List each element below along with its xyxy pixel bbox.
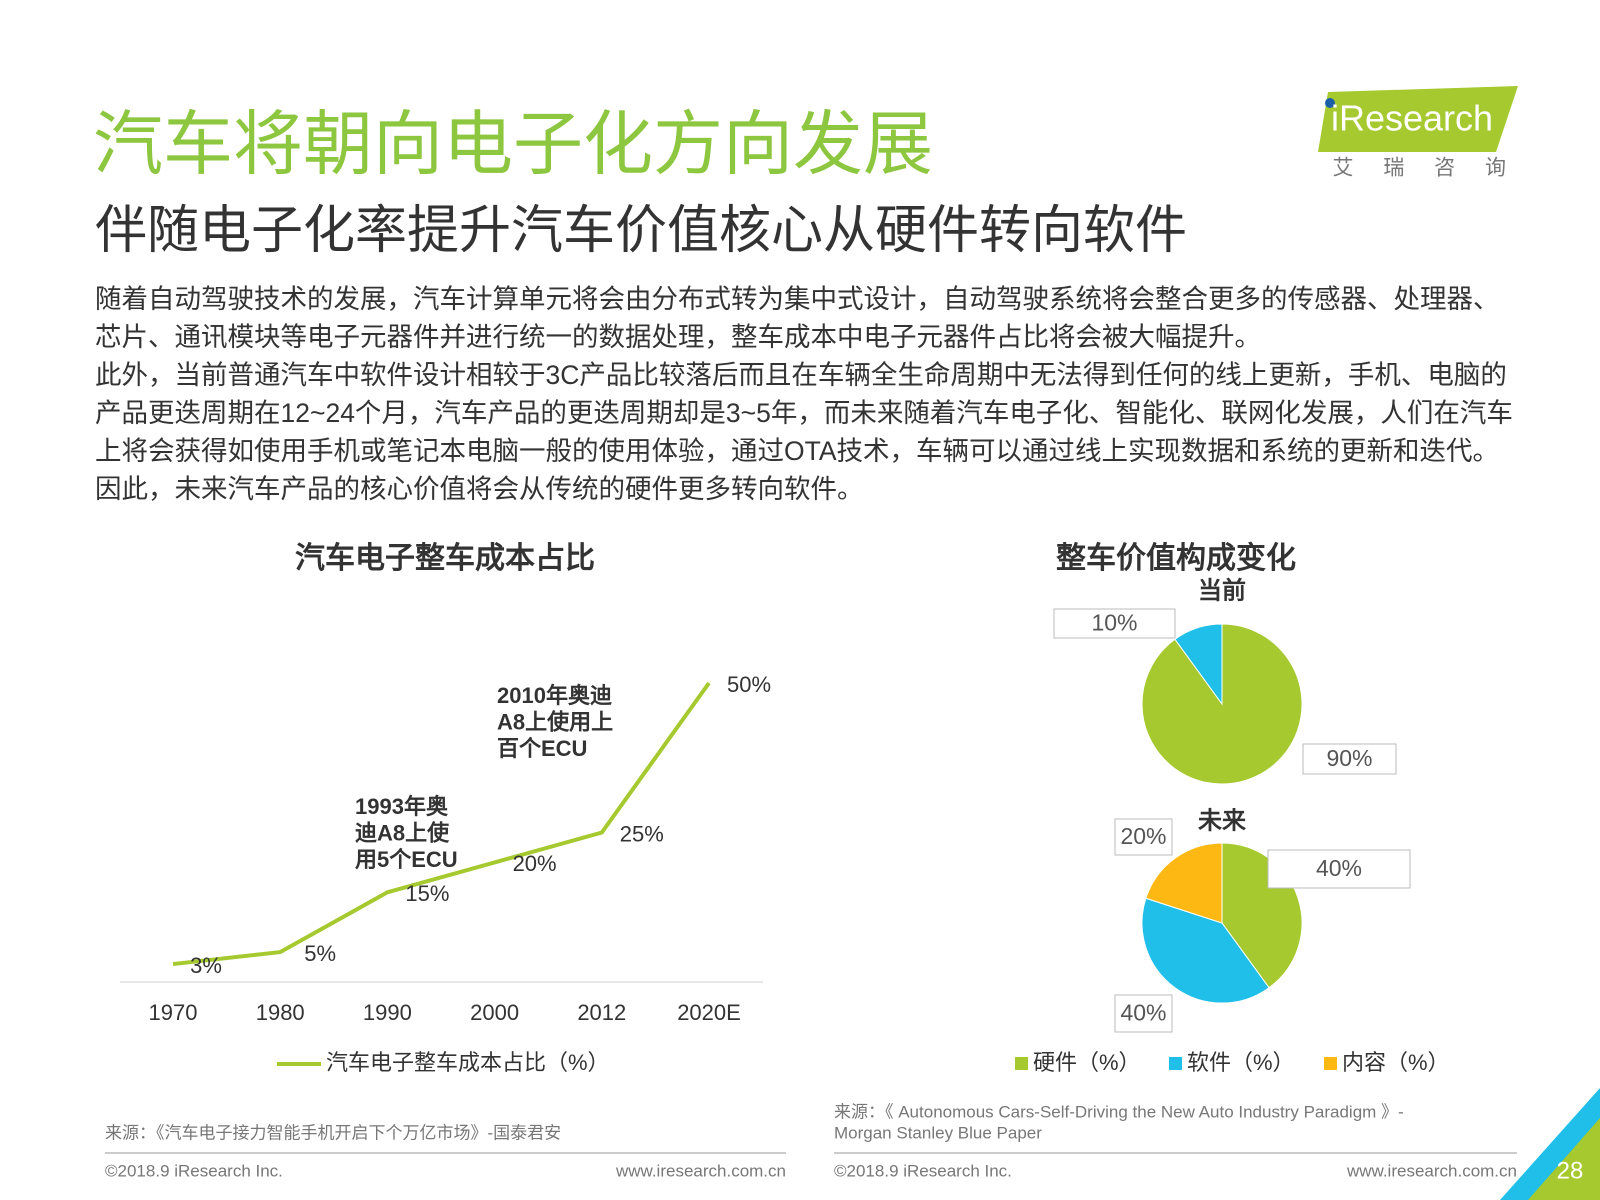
slide-title: 汽车将朝向电子化方向发展 (93, 105, 933, 183)
annotation: 用5个ECU (355, 847, 458, 872)
legend-label: 硬件（%） (1033, 1050, 1141, 1075)
legend-label: 汽车电子整车成本占比（%） (326, 1050, 610, 1075)
label-box (1053, 608, 1176, 639)
data-label: 25% (620, 821, 664, 846)
x-tick-label: 1990 (363, 1000, 412, 1025)
data-label: 3% (190, 953, 222, 978)
source: 来源：《 Autonomous Cars-Self-Driving the Ne… (834, 1102, 1404, 1121)
corner (1528, 1118, 1600, 1200)
annotation: A8上使用上 (497, 709, 613, 734)
copyright: ©2018.9 iResearch Inc. (105, 1161, 283, 1180)
data-label: 20% (513, 851, 557, 876)
data-label: 50% (727, 672, 771, 697)
slide-subtitle: 伴随电子化率提升汽车价值核心从硬件转向软件 (95, 202, 1188, 260)
annotation: 迪A8上使 (355, 820, 450, 845)
data-label: 40% (1120, 1000, 1166, 1026)
url: www.iresearch.com.cn (1346, 1161, 1517, 1180)
legend-swatch (1015, 1057, 1028, 1070)
line (172, 681, 711, 967)
legend-label: 软件（%） (1187, 1050, 1295, 1075)
legend-swatch (1324, 1057, 1337, 1070)
annotation: 1993年奥 (355, 794, 449, 819)
source: Morgan Stanley Blue Paper (834, 1123, 1042, 1142)
legend-label: 内容（%） (1342, 1050, 1450, 1075)
x-tick-label: 2012 (577, 1000, 626, 1025)
data-label: 40% (1316, 855, 1362, 881)
legend-swatch (1169, 1057, 1182, 1070)
data-label: 90% (1326, 745, 1372, 771)
annotation: 2010年奥迪 (497, 683, 612, 708)
pie-slice (1145, 842, 1223, 924)
logo-tagline: 艾 瑞 咨 询 (1332, 157, 1518, 180)
page-number: 28 (1557, 1157, 1584, 1184)
pie-slice (1174, 623, 1223, 706)
label-box (1302, 743, 1397, 775)
x-tick-label: 2000 (470, 1000, 519, 1025)
x-tick-label: 2020E (677, 1000, 741, 1025)
label-box (1267, 849, 1411, 889)
pie-slice (1141, 897, 1270, 1004)
chart-title: 整车价值构成变化 (1056, 541, 1296, 575)
label-box (1114, 818, 1173, 856)
copyright: ©2018.9 iResearch Inc. (834, 1161, 1012, 1180)
data-label: 15% (405, 881, 449, 906)
source: 来源：《汽车电子接力智能手机开启下个万亿市场》-国泰君安 (105, 1123, 561, 1142)
paragraph: 随着自动驾驶技术的发展，汽车计算单元将会由分布式转为集中式设计，自动驾驶系统将会… (95, 284, 1500, 352)
label-box (1114, 994, 1173, 1033)
paragraph: 此外，当前普通汽车中软件设计相较于3C产品比较落后而且在车辆全生命周期中无法得到… (95, 360, 1513, 504)
logo-dot (1325, 98, 1335, 108)
x-tick-label: 1980 (256, 1000, 305, 1025)
body-text: 随着自动驾驶技术的发展，汽车计算单元将会由分布式转为集中式设计，自动驾驶系统将会… (95, 280, 1525, 508)
url: www.iresearch.com.cn (615, 1161, 786, 1180)
data-label: 20% (1120, 823, 1166, 849)
data-label: 5% (304, 941, 336, 966)
x-tick-label: 1970 (149, 1000, 198, 1025)
chart-title: 汽车电子整车成本占比 (295, 541, 595, 575)
pie-label: 当前 (1198, 576, 1246, 604)
data-label: 10% (1091, 610, 1137, 636)
pie-label: 未来 (1198, 806, 1247, 834)
annotation: 百个ECU (497, 736, 587, 761)
logo-bg (1318, 86, 1518, 152)
logo: iResearch (1331, 98, 1493, 139)
